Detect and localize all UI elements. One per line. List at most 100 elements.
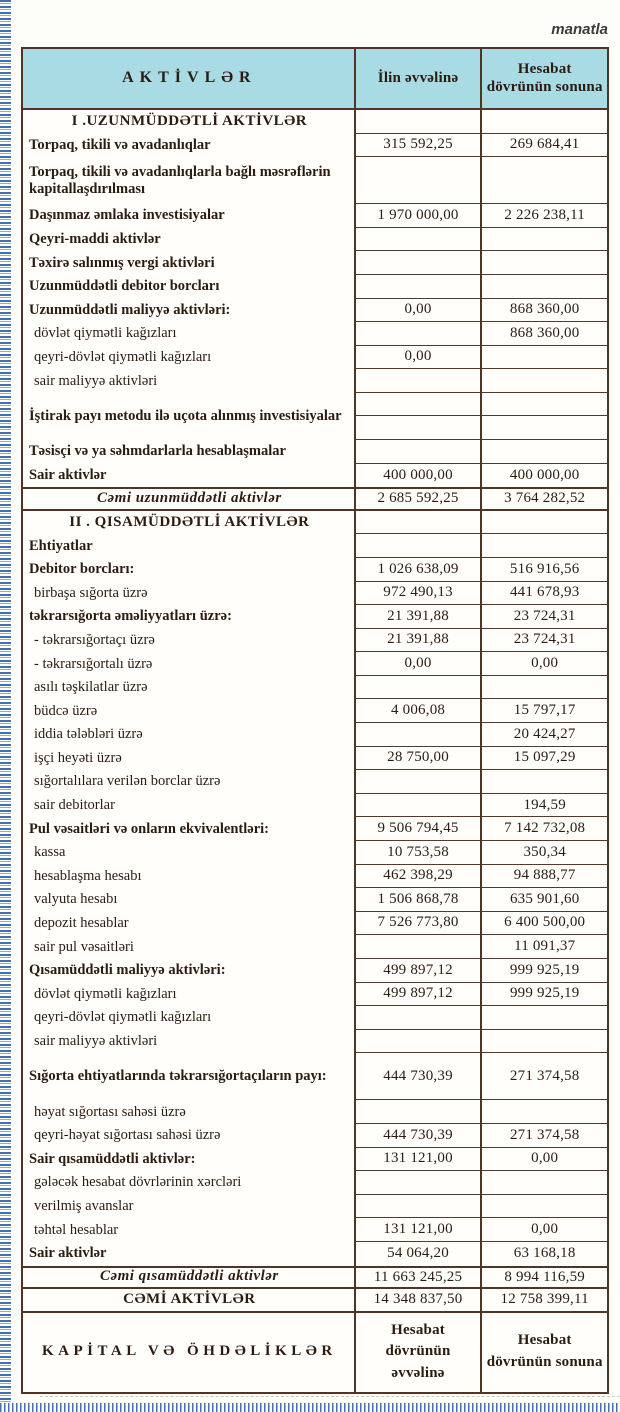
table-row: həyat sığortası sahəsi üzrə [23, 1100, 608, 1124]
value-year-start: 499 897,12 [353, 959, 481, 983]
row-label: dövlət qiymətli kağızları [34, 985, 177, 1002]
value-year-start: 400 000,00 [353, 463, 481, 488]
value-year-start: 972 490,13 [353, 581, 481, 606]
value-period-end: 516 916,56 [480, 557, 607, 582]
value-year-start: 54 064,20 [353, 1241, 481, 1266]
value-period-end [480, 110, 607, 134]
value-period-end [480, 510, 607, 535]
row-label: KAPİTAL VƏ ÖHDƏLİKLƏR [41, 1343, 337, 1360]
table-row: Torpaq, tikili və avadanlıqlarla bağlı m… [23, 157, 607, 205]
value-period-end: 23 724,31 [480, 628, 608, 653]
value-year-start: 10 753,58 [353, 841, 481, 865]
empty-cell-half [482, 393, 607, 417]
row-label: Cəmi qısamüddətli aktivlər [99, 1268, 279, 1285]
row-label: - təkrarsığortalı üzrə [34, 655, 153, 672]
row-label: - təkrarsığortaçı üzrə [34, 631, 155, 648]
balance-sheet-table: AKTİVLƏR İlin əvvəlinə Hesabat dövrünün … [21, 47, 609, 1394]
value-period-end: 8 994 116,59 [480, 1267, 607, 1288]
value-year-start: 7 526 773,80 [353, 911, 481, 936]
row-label: Təxirə salınmış vergi aktivləri [29, 254, 215, 271]
value-year-start: 0,00 [353, 345, 481, 370]
table-row: təhtəl hesablar 131 121,00 0,00 [23, 1218, 608, 1242]
value-year-start [353, 675, 481, 700]
row-label: Təsisçi və ya səhmdarlarla hesablaşmalar [29, 443, 286, 460]
value-year-start: 11 663 245,25 [353, 1267, 481, 1288]
table-row: İştirak payı metodu ilə uçota alınmış in… [23, 392, 607, 440]
value-period-end: 7 142 732,08 [480, 817, 607, 842]
value-period-end [480, 675, 608, 700]
table-row: Uzunmüddətli debitor borcları [23, 274, 607, 299]
row-label: kassa [34, 844, 66, 861]
value-year-start: 444 730,39 [353, 1123, 481, 1148]
value-year-start [353, 157, 481, 205]
value-year-start: 21 391,88 [353, 628, 481, 653]
value-year-start: Hesabat dövrünün əvvəlinə [353, 1312, 481, 1392]
table-row: dövlət qiymətli kağızları 868 360,00 [23, 322, 608, 346]
row-label: birbaşa sığorta üzrə [34, 584, 148, 601]
value-year-start [353, 322, 481, 346]
value-period-end: 63 168,18 [480, 1241, 607, 1266]
table-row: işçi heyəti üzrə 28 750,00 15 097,29 [23, 746, 608, 771]
value-period-end: 0,00 [480, 1218, 608, 1242]
row-label: təkrarsığorta əməliyyatları üzrə: [29, 608, 232, 625]
table-row: verilmiş avanslar [23, 1194, 608, 1219]
value-year-start: 1 970 000,00 [353, 204, 481, 228]
row-label: büdcə üzrə [34, 702, 98, 719]
value-period-end: 635 901,60 [480, 888, 608, 912]
table-row: dövlət qiymətli kağızları 499 897,12 999 9… [23, 982, 608, 1007]
table-row: Təxirə salınmış vergi aktivləri [23, 251, 607, 275]
header-hesabat-sonuna: Hesabat dövrünün sonuna [480, 49, 607, 108]
table-row: depozit hesablar 7 526 773,80 6 400 500,00 [23, 911, 608, 936]
value-period-end: 0,00 [480, 1147, 607, 1172]
value-year-start: 2 685 592,25 [353, 489, 481, 509]
value-year-start [353, 1006, 481, 1030]
page-edge-stripes-bottom [0, 1403, 620, 1412]
value-period-end: 271 374,58 [480, 1123, 608, 1148]
empty-cell-half [356, 416, 481, 439]
row-label: Cəmi uzunmüddətli aktivlər [97, 490, 282, 507]
value-period-end: 0,00 [480, 652, 608, 676]
table-row: Pul vəsaitləri və onların ekvivalentləri… [23, 817, 607, 842]
value-year-start: 0,00 [353, 298, 481, 323]
table-row: Debitor borcları: 1 026 638,09 516 916,56 [23, 557, 607, 582]
value-period-end [480, 251, 607, 275]
table-row: Sair qısamüddətli aktivlər: 131 121,00 0,0… [23, 1147, 607, 1172]
row-label: Debitor borcları: [29, 561, 135, 578]
table-row: - təkrarsığortalı üzrə 0,00 0,00 [23, 652, 608, 676]
row-label: iddia tələbləri üzrə [34, 726, 143, 743]
value-period-end [480, 1006, 608, 1030]
row-label: Sığorta ehtiyatlarında təkrarsığortaçıla… [29, 1068, 327, 1085]
row-label: Qısamüddətli maliyyə aktivləri: [29, 962, 226, 979]
row-label: Uzunmüddətli maliyyə aktivləri: [29, 301, 231, 318]
value-year-start: 14 348 837,50 [353, 1289, 481, 1311]
table-row: KAPİTAL VƏ ÖHDƏLİKLƏR Hesabat dövrünün əv… [23, 1312, 607, 1392]
table-row: Cəmi qısamüddətli aktivlər 11 663 245,25 8… [23, 1265, 607, 1290]
value-period-end: 6 400 500,00 [480, 911, 608, 936]
table-row: sair pul vəsaitləri 11 091,37 [23, 935, 608, 959]
table-row: Cəmi uzunmüddətli aktivlər 2 685 592,25 3 … [23, 487, 607, 511]
value-period-end [480, 157, 607, 205]
value-period-end: 20 424,27 [480, 723, 608, 747]
value-period-end: Hesabat dövrünün sonuna [480, 1312, 607, 1392]
row-label: sair maliyyə aktivləri [34, 372, 158, 389]
value-period-end: 271 374,58 [480, 1053, 607, 1101]
table-row: Daşınmaz əmlaka investisiyalar 1 970 000,… [23, 204, 607, 228]
value-period-end: 194,59 [480, 793, 608, 818]
value-year-start: 9 506 794,45 [353, 817, 481, 842]
value-year-start: 21 391,88 [353, 605, 481, 629]
value-year-start: 28 750,00 [353, 746, 481, 771]
table-row: valyuta hesabı 1 506 868,78 635 901,60 [23, 888, 608, 912]
table-header-row: AKTİVLƏR İlin əvvəlinə Hesabat dövrünün … [23, 49, 607, 110]
table-row: sığortalılara verilən borclar üzrə [23, 770, 608, 794]
value-period-end [480, 369, 608, 393]
table-row: CƏMİ AKTİVLƏR 14 348 837,50 12 758 399,11 [23, 1289, 607, 1313]
row-label: Pul vəsaitləri və onların ekvivalentləri… [29, 820, 270, 837]
value-year-start [353, 251, 481, 275]
table-row: I .UZUNMÜDDƏTLİ AKTİVLƏR [23, 110, 607, 134]
row-label: asılı təşkilatlar üzrə [34, 679, 148, 696]
row-label: Torpaq, tikili və avadanlıqlarla bağlı m… [29, 163, 331, 197]
table-row: Torpaq, tikili və avadanlıqlar 315 592,25… [23, 133, 607, 158]
value-period-end [480, 274, 607, 299]
row-label: gələcək hesabat dövrlərinin xərcləri [34, 1174, 242, 1191]
table-row: Qeyri-maddi aktivlər [23, 227, 607, 252]
